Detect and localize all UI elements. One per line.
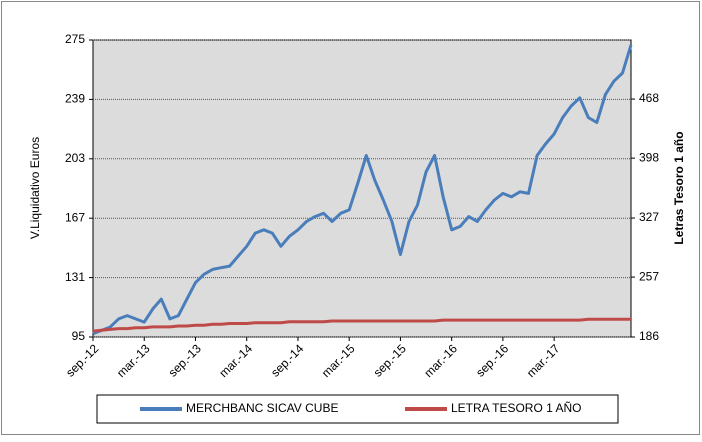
y2-tick-label: 186	[639, 329, 659, 343]
legend-label: LETRA TESORO 1 AÑO	[451, 401, 582, 415]
series-line	[92, 317, 631, 333]
plot-area	[92, 39, 632, 338]
y-tick-label: 95	[72, 329, 86, 343]
legend-label: MERCHBANC SICAV CUBE	[186, 401, 338, 415]
y-tick-label: 275	[65, 32, 85, 46]
series-line	[92, 44, 633, 336]
y2-tick-label: 257	[639, 269, 659, 283]
y2-tick-label: 468	[639, 91, 659, 105]
y2-tick-label: 327	[639, 210, 659, 224]
y-tick-label: 203	[65, 151, 85, 165]
y-tick-label: 239	[65, 92, 85, 106]
y2-axis-title: Letras Tesoro 1 año	[672, 131, 686, 244]
y-tick-label: 131	[65, 270, 85, 284]
y2-tick-label: 398	[639, 150, 659, 164]
y-tick-label: 167	[65, 210, 85, 224]
legend	[96, 394, 619, 424]
y-axis-title: V.Liquidativo Euros	[28, 137, 42, 239]
